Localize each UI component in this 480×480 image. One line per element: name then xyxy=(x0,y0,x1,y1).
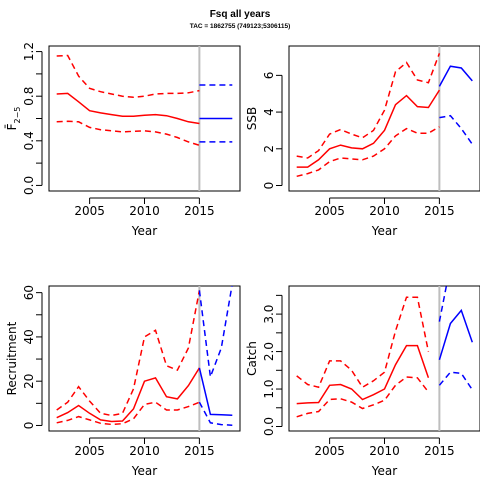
historic-lower-line xyxy=(56,401,200,426)
plot-frame xyxy=(48,45,241,192)
forecast-upper-line xyxy=(438,286,448,322)
historic-upper-line xyxy=(296,53,441,159)
x-axis-label: Year xyxy=(131,464,157,478)
y-tick-label: 0.8 xyxy=(22,87,36,106)
historic-upper-line xyxy=(56,290,201,417)
y-tick-label: 2 xyxy=(262,145,276,153)
y-tick-label: 0 xyxy=(262,182,276,190)
forecast-lower-line xyxy=(438,371,473,391)
panel-recruitment: 2005 2010 2015 Year 0 20 40 60 Recruitment xyxy=(5,285,241,478)
x-axis: 2005 2010 2015 Year xyxy=(74,197,215,238)
y-axis: 0 2 4 6 SSB xyxy=(245,72,283,190)
historic-median-line xyxy=(296,89,441,168)
plot-frame xyxy=(288,285,480,432)
x-tick-label: 2005 xyxy=(314,444,345,458)
forecast-upper-line xyxy=(198,286,233,378)
y-tick-label: 0.4 xyxy=(22,131,36,150)
historic-median-line xyxy=(296,344,430,405)
forecast-median-line xyxy=(438,65,473,87)
figure-subtitle: TAC = 1862755 (749123;5306115) xyxy=(189,23,291,30)
x-tick-label: 2005 xyxy=(314,204,345,218)
series-group xyxy=(296,26,473,191)
y-tick-label: 0.0 xyxy=(262,417,276,436)
y-tick-label: 4 xyxy=(262,108,276,116)
figure-title: Fsq all years xyxy=(209,9,271,20)
y-tick-label: 0.0 xyxy=(22,176,36,195)
y-tick-label: 2.0 xyxy=(262,342,276,361)
y-tick-label: 0 xyxy=(22,422,36,430)
x-axis-label: Year xyxy=(371,224,397,238)
historic-lower-line xyxy=(296,126,440,178)
y-axis: 0.0 0.4 0.8 1.2 F̄2−5 xyxy=(5,42,43,195)
historic-lower-line xyxy=(296,376,429,418)
panel-ssb: 2005 2010 2015 Year 0 2 4 6 SSB xyxy=(245,26,480,238)
x-axis: 2005 2010 2015 Year xyxy=(74,437,215,478)
x-axis-label: Year xyxy=(131,224,157,238)
forecast-lower-line xyxy=(439,114,473,145)
historic-median-line xyxy=(56,367,201,423)
y-axis-label: Recruitment xyxy=(5,321,19,395)
x-tick-label: 2005 xyxy=(74,444,105,458)
x-axis: 2005 2010 2015 Year xyxy=(314,437,455,478)
x-axis: 2005 2010 2015 Year xyxy=(314,197,455,238)
plot-frame xyxy=(288,45,480,192)
x-tick-label: 2015 xyxy=(424,204,455,218)
forecast-upper-line xyxy=(439,26,472,43)
x-tick-label: 2015 xyxy=(424,444,455,458)
x-tick-label: 2010 xyxy=(129,204,160,218)
y-axis-label: Catch xyxy=(245,341,259,376)
x-tick-label: 2010 xyxy=(369,444,400,458)
historic-lower-line xyxy=(56,120,200,147)
panel-fbar: 2005 2010 2015 Year 0.0 0.4 0.8 1.2 F̄2−5 xyxy=(5,42,241,238)
y-axis: 0 20 40 60 Recruitment xyxy=(5,285,43,430)
series-group xyxy=(56,46,233,191)
forecast-median-line xyxy=(198,367,233,417)
x-tick-label: 2010 xyxy=(129,444,160,458)
x-tick-label: 2015 xyxy=(184,204,215,218)
series-group xyxy=(296,286,474,431)
x-tick-label: 2005 xyxy=(74,204,105,218)
x-tick-label: 2015 xyxy=(184,444,215,458)
plot-frame xyxy=(48,285,241,432)
y-tick-label: 6 xyxy=(262,72,276,80)
x-tick-label: 2010 xyxy=(369,204,400,218)
series-group xyxy=(56,286,233,431)
x-axis-label: Year xyxy=(371,464,397,478)
y-tick-label: 1.0 xyxy=(262,379,276,398)
y-tick-label: 3.0 xyxy=(262,305,276,324)
forecast-median-line xyxy=(438,308,474,361)
historic-upper-line xyxy=(56,54,200,99)
y-tick-label: 40 xyxy=(22,329,36,344)
historic-upper-line xyxy=(296,296,430,389)
panel-catch: 2005 2010 2015 Year 0.0 1.0 2.0 3.0 Catch xyxy=(245,285,480,478)
forecast-lower-line xyxy=(198,401,233,426)
y-tick-label: 60 xyxy=(22,285,36,300)
historic-median-line xyxy=(56,92,200,125)
y-axis: 0.0 1.0 2.0 3.0 Catch xyxy=(245,294,283,436)
y-axis-label: F̄2−5 xyxy=(5,107,22,131)
y-tick-label: 1.2 xyxy=(22,42,36,61)
y-tick-label: 20 xyxy=(22,374,36,389)
y-axis-label: SSB xyxy=(245,107,259,130)
